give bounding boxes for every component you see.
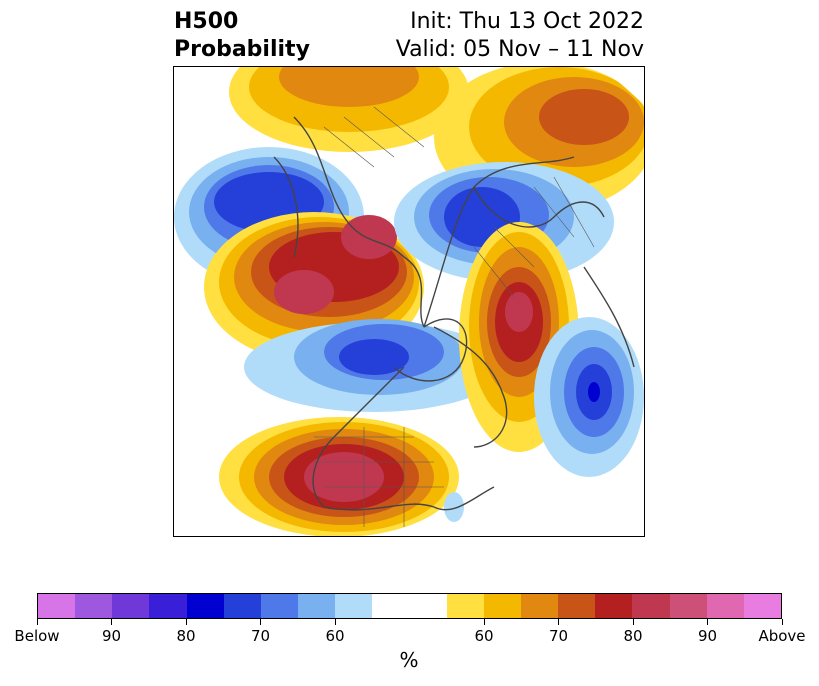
colorbar-tick xyxy=(632,619,634,625)
init-date: Init: Thu 13 Oct 2022 xyxy=(410,9,644,34)
colorbar-cell xyxy=(75,594,113,618)
colorbar-cell xyxy=(186,594,224,618)
colorbar-tick xyxy=(334,619,336,625)
colorbar-cell xyxy=(706,594,744,618)
colorbar-cell xyxy=(260,594,299,618)
colorbar-tick-label: 80 xyxy=(623,627,643,645)
colorbar-cell xyxy=(521,594,559,618)
colorbar-tick-label: 80 xyxy=(176,627,196,645)
valid-range: Valid: 05 Nov – 11 Nov xyxy=(395,37,644,62)
colorbar-tick-label: Below xyxy=(14,627,60,645)
colorbar-cell xyxy=(298,594,336,618)
anomaly-atlantic-low xyxy=(534,317,644,477)
colorbar-tick-label: 90 xyxy=(101,627,122,645)
colorbar-cell xyxy=(669,594,707,618)
colorbar-cell xyxy=(335,594,373,618)
anomaly-arctic-high xyxy=(229,67,469,152)
colorbar-tick xyxy=(185,619,187,625)
colorbar-cell xyxy=(743,594,782,618)
colorbar-tick-label: 70 xyxy=(250,627,271,645)
colorbar-cell xyxy=(483,594,522,618)
product-title: Probability xyxy=(174,37,310,62)
anomaly-central-low xyxy=(244,319,504,412)
colorbar-tick xyxy=(111,619,112,625)
anomaly-southern-high xyxy=(219,417,459,536)
anomaly-small-low xyxy=(444,492,464,522)
colorbar-cell xyxy=(112,594,150,618)
colorbar-cell xyxy=(446,594,484,618)
variable-title: H500 xyxy=(174,9,239,34)
colorbar-tick xyxy=(707,619,708,625)
colorbar-unit-label: % xyxy=(399,648,419,672)
colorbar-cell xyxy=(372,594,447,618)
colorbar-cell xyxy=(38,594,76,618)
coastlines xyxy=(273,116,635,511)
colorbar-tick-label: 70 xyxy=(548,627,569,645)
colorbar-cell xyxy=(632,594,670,618)
title-right: Init: Thu 13 Oct 2022 Valid: 05 Nov – 11… xyxy=(396,8,644,64)
colorbar-tick xyxy=(260,619,261,625)
probability-map xyxy=(173,66,645,537)
anomaly-western-na-high xyxy=(204,212,424,362)
colorbar-tick-label: Above xyxy=(758,627,806,645)
colorbar-tick xyxy=(36,619,38,625)
colorbar-tick-label: 60 xyxy=(325,627,345,645)
anomaly-ne-high xyxy=(434,67,644,212)
colorbar-cell xyxy=(595,594,633,618)
title-left: H500 Probability xyxy=(174,8,310,64)
colorbar-cell xyxy=(558,594,596,618)
map-svg xyxy=(174,67,644,536)
colorbar-tick xyxy=(781,619,783,625)
colorbar-cell xyxy=(149,594,187,618)
colorbar-tick-label: 60 xyxy=(474,627,494,645)
colorbar-tick xyxy=(483,619,485,625)
colorbar-tick xyxy=(558,619,559,625)
colorbar-cell xyxy=(223,594,261,618)
colorbar xyxy=(37,593,782,619)
borders xyxy=(314,106,595,527)
colorbar-tick-label: 90 xyxy=(697,627,718,645)
